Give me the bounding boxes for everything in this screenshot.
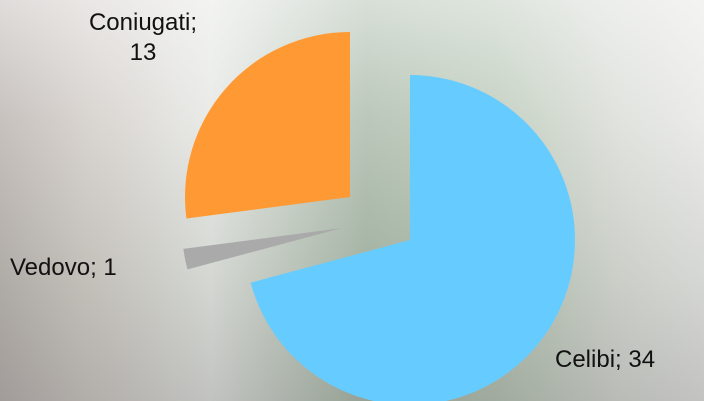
data-label: Vedovo; 1: [10, 254, 117, 281]
pie-slice: [250, 75, 575, 401]
data-label: Coniugati; 13: [88, 9, 198, 66]
pie-slice: [185, 32, 350, 219]
data-label: Celibi; 34: [555, 346, 656, 373]
pie-slice: [183, 228, 342, 270]
